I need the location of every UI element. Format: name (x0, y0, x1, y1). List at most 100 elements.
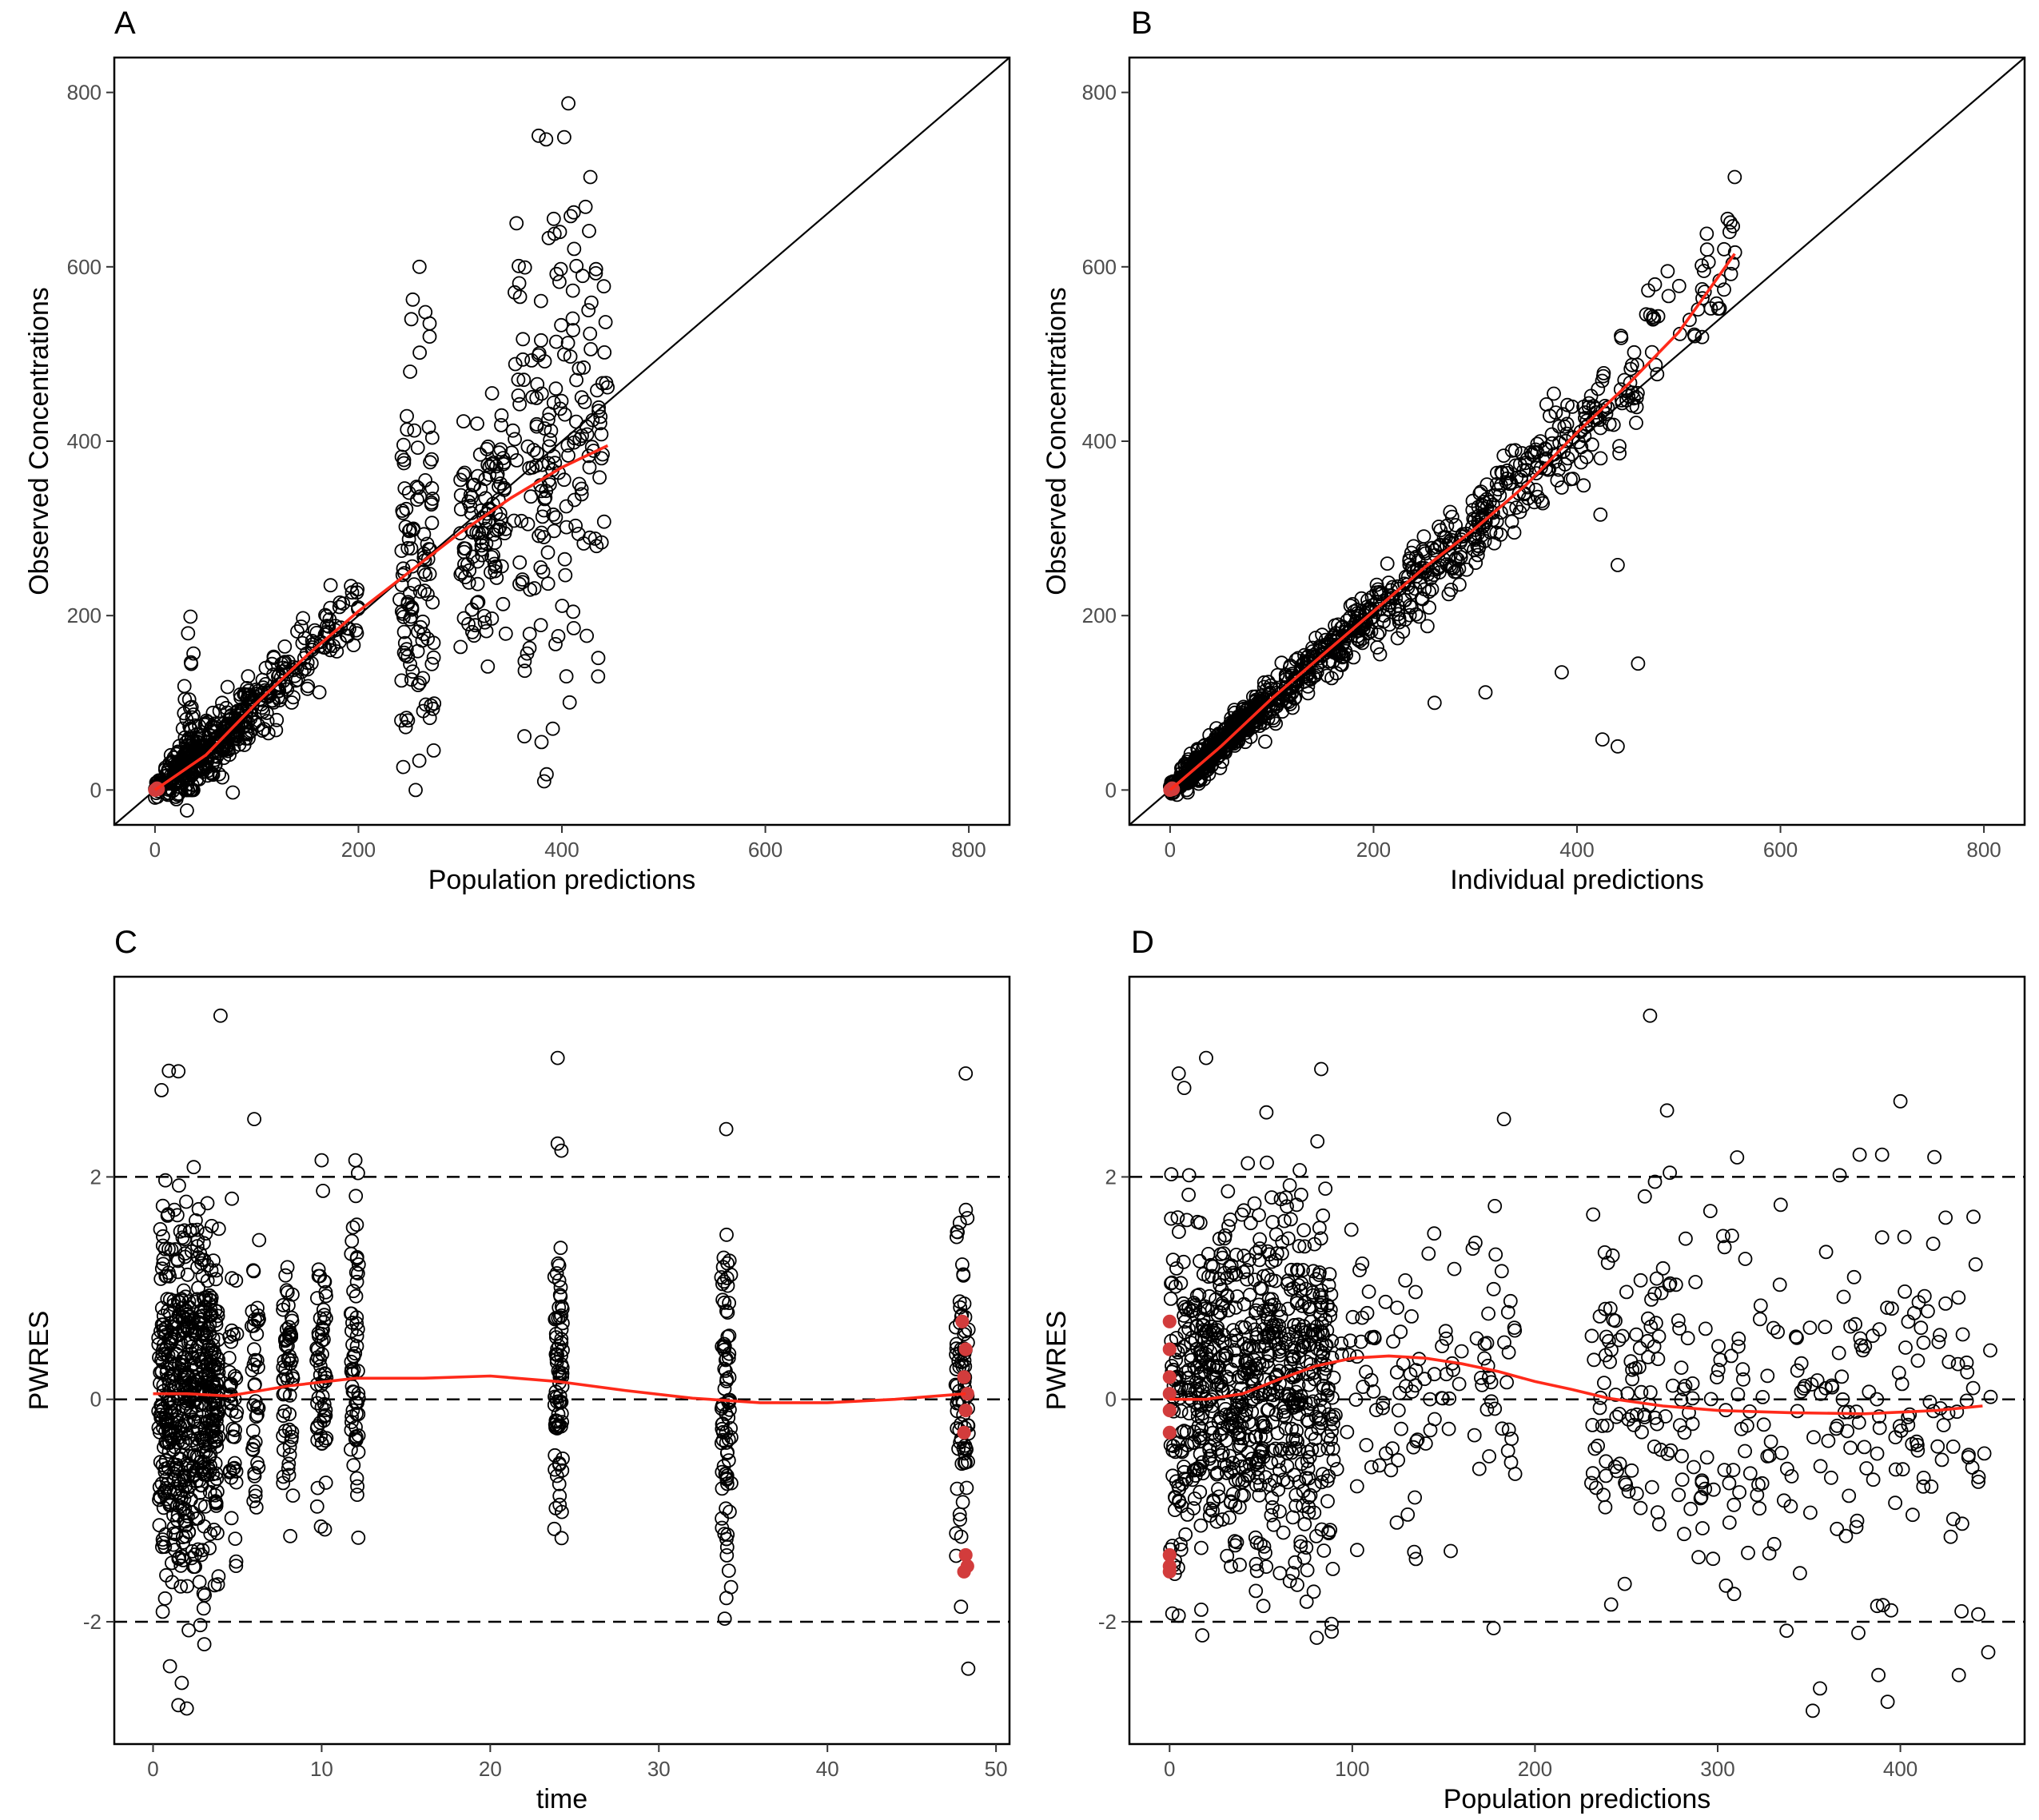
data-point (309, 1499, 325, 1514)
data-point (1829, 1421, 1844, 1436)
data-point (723, 1421, 738, 1436)
data-point (399, 642, 414, 657)
data-point (566, 205, 581, 220)
data-point (1685, 1391, 1700, 1406)
data-point (1738, 1444, 1753, 1459)
data-point (1267, 1473, 1282, 1488)
data-point (1608, 1388, 1623, 1402)
data-point (719, 1591, 734, 1606)
data-point (206, 1253, 221, 1268)
data-point (186, 1467, 201, 1482)
data-point (1678, 1231, 1693, 1246)
data-point (349, 1316, 364, 1331)
data-point (276, 1298, 291, 1312)
data-point (1843, 1440, 1858, 1456)
data-point (1752, 1312, 1767, 1327)
data-point (464, 602, 480, 617)
x-tick-label: 400 (1883, 1757, 1918, 1781)
data-point (249, 1400, 265, 1415)
data-point (1248, 1583, 1264, 1599)
data-point (1206, 1359, 1221, 1374)
data-point (420, 552, 436, 567)
data-point (541, 230, 556, 245)
data-point (1321, 1278, 1336, 1292)
data-point (405, 664, 420, 679)
data-point (463, 498, 478, 513)
data-point (157, 1591, 173, 1606)
data-point (276, 1469, 291, 1484)
data-point (1226, 736, 1241, 751)
data-point (211, 1372, 226, 1388)
data-point (349, 1274, 364, 1289)
data-point (1672, 1418, 1687, 1432)
data-point (1366, 1384, 1381, 1399)
data-point (1659, 1103, 1675, 1118)
data-point (1238, 1354, 1253, 1369)
data-point (1256, 1599, 1271, 1614)
data-point (177, 1232, 192, 1247)
data-point (1292, 1442, 1306, 1457)
data-point (413, 619, 428, 635)
data-point (1643, 1385, 1658, 1400)
data-point (1796, 1381, 1811, 1396)
data-point (535, 509, 550, 524)
data-point (277, 655, 293, 670)
data-point (269, 723, 284, 738)
data-point (202, 1541, 217, 1555)
data-point (1400, 577, 1415, 592)
data-point (1165, 1252, 1181, 1267)
data-point (1695, 1475, 1710, 1490)
data-point (247, 1112, 262, 1126)
data-point (192, 772, 207, 787)
data-point (497, 480, 512, 496)
identity-line (1129, 57, 2025, 826)
data-point (394, 449, 409, 464)
data-point (1585, 1466, 1600, 1481)
data-point (407, 423, 422, 438)
data-point (1874, 1147, 1890, 1162)
data-point (955, 1495, 970, 1510)
data-point (456, 414, 471, 428)
data-point (507, 513, 521, 528)
data-point (400, 422, 415, 437)
data-point (1717, 1240, 1732, 1255)
data-point (1838, 1528, 1854, 1543)
data-point (1629, 416, 1643, 430)
data-point (1388, 602, 1403, 617)
data-point (401, 524, 416, 539)
data-point (192, 719, 207, 734)
data-point (1842, 1488, 1857, 1503)
data-point (1515, 446, 1529, 460)
data-point (566, 604, 580, 619)
data-point (1316, 1208, 1331, 1223)
data-point (1500, 1304, 1515, 1320)
data-point (1599, 1454, 1614, 1469)
data-point (184, 1358, 199, 1373)
data-point (1559, 433, 1573, 448)
data-point (211, 1221, 226, 1237)
data-point (1214, 1448, 1229, 1463)
data-point (1706, 1482, 1721, 1497)
data-point (206, 1523, 221, 1537)
data-point (212, 703, 227, 719)
data-point (186, 1160, 201, 1175)
data-point (227, 1456, 242, 1471)
data-point (1205, 1425, 1221, 1440)
data-point (1202, 1443, 1217, 1457)
data-point (203, 765, 218, 780)
data-point (349, 1310, 364, 1325)
data-point (1774, 1445, 1789, 1460)
data-point (182, 719, 197, 734)
data-point (1252, 1232, 1267, 1247)
data-point (222, 1329, 237, 1344)
data-point (425, 701, 440, 716)
data-point (1293, 1388, 1308, 1404)
data-point (1685, 1376, 1700, 1391)
data-point (1444, 1543, 1458, 1559)
data-point (176, 1309, 191, 1324)
data-point (1391, 1452, 1405, 1468)
data-point (1329, 666, 1344, 681)
data-point (170, 1498, 185, 1513)
data-point (1268, 716, 1283, 731)
data-point (1248, 1272, 1262, 1287)
